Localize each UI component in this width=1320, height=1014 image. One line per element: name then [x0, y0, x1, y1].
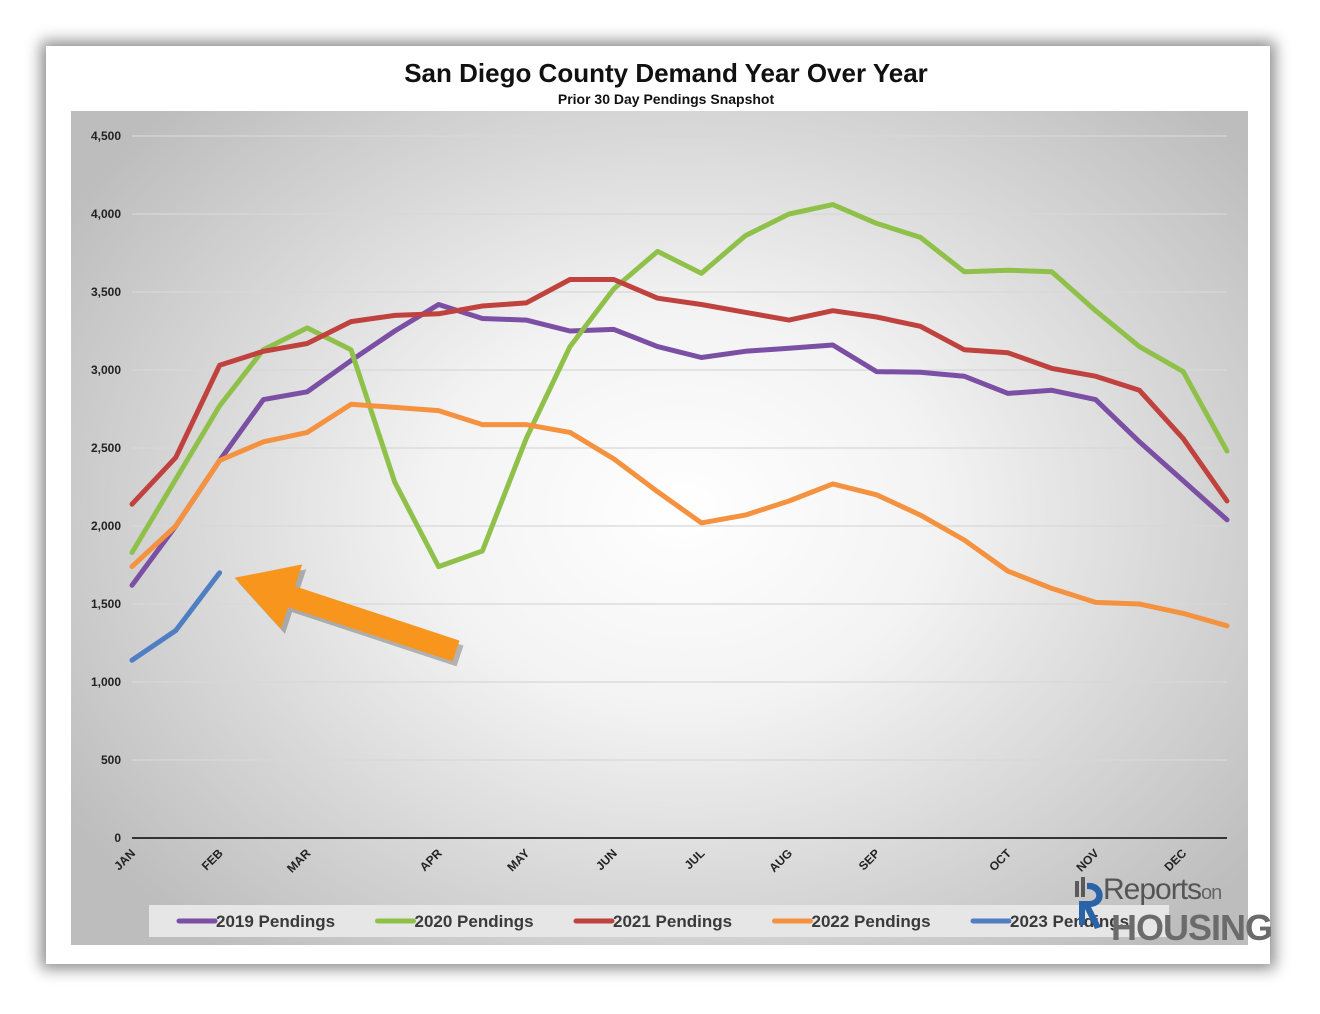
x-tick-label: MAR [284, 846, 313, 875]
y-tick-label: 2,500 [91, 441, 121, 455]
annotation-arrow [234, 564, 464, 667]
x-tick-label: JAN [111, 846, 138, 873]
chart-svg: 0 500 1,000 1,500 2,000 2,500 3,000 3,500 4,000 4… [91, 129, 1230, 937]
chart-title: San Diego County Demand Year Over Year [404, 58, 928, 88]
plot-area: 0 500 1,000 1,500 2,000 2,500 3,000 3,500 4,000 4… [71, 111, 1273, 948]
legend-label: 2020 Pendings [415, 912, 534, 931]
y-tick-label: 4,000 [91, 207, 121, 221]
x-tick-label: DEC [1162, 846, 1190, 874]
reports-on-housing-logo: Reportson HOUSING [1071, 873, 1291, 953]
y-tick-label: 2,000 [91, 519, 121, 533]
y-tick-label: 1,000 [91, 675, 121, 689]
series-line [129, 277, 1230, 507]
series-line [129, 202, 1230, 570]
x-tick-label: APR [417, 846, 445, 874]
y-tick-label: 1,500 [91, 597, 121, 611]
series-line [129, 302, 1230, 588]
x-tick-label: NOV [1073, 846, 1101, 874]
x-tick-label: SEP [856, 846, 883, 873]
logo-on-word: on [1201, 882, 1222, 904]
logo-text-reports: Reportson [1103, 873, 1222, 907]
gridlines [132, 135, 1227, 761]
y-tick-label: 500 [101, 753, 121, 767]
legend-label: 2022 Pendings [812, 912, 931, 931]
x-axis-ticks: JAN FEB MAR APR MAY JUN JUL AUG SEP OCT NOV DEC [111, 846, 1189, 876]
x-tick-label: FEB [199, 846, 226, 873]
y-axis-ticks: 0 500 1,000 1,500 2,000 2,500 3,000 3,500 4,000 4… [91, 129, 121, 845]
annotation-arrow-shape [234, 564, 460, 662]
legend-label: 2019 Pendings [216, 912, 335, 931]
legend-label: 2021 Pendings [613, 912, 732, 931]
x-tick-label: MAY [504, 846, 532, 874]
y-tick-label: 3,500 [91, 285, 121, 299]
y-tick-label: 0 [114, 831, 121, 845]
y-tick-label: 4,500 [91, 129, 121, 143]
logo-reports-word: Reports [1103, 873, 1202, 906]
series-line [129, 401, 1230, 629]
y-tick-label: 3,000 [91, 363, 121, 377]
series-line [129, 570, 223, 663]
x-tick-label: AUG [766, 846, 795, 875]
legend: 2019 Pendings 2020 Pendings 2021 Pendings 2… [149, 905, 1169, 937]
x-tick-label: JUL [682, 846, 708, 872]
chart-subtitle: Prior 30 Day Pendings Snapshot [557, 91, 775, 107]
x-tick-label: JUN [593, 846, 620, 873]
series-lines [129, 202, 1230, 663]
x-tick-label: OCT [986, 846, 1014, 874]
logo-mark-icon [1075, 877, 1103, 929]
logo-text-housing: HOUSING [1111, 907, 1273, 948]
